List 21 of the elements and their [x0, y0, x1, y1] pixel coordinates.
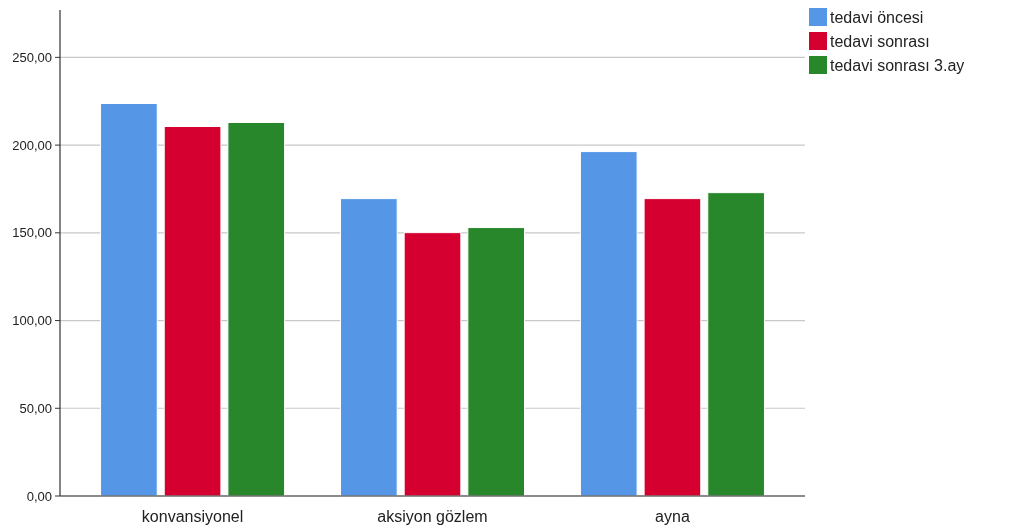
legend-label: tedavi öncesi — [830, 8, 924, 26]
y-tick-label: 250,00 — [12, 49, 52, 65]
legend-label: tedavi sonrası 3.ay — [830, 56, 965, 74]
x-tick-label: aksiyon gözlem — [377, 508, 488, 525]
bar — [643, 198, 702, 497]
bar — [100, 103, 158, 497]
y-tick-label: 150,00 — [12, 225, 52, 241]
bar — [467, 227, 526, 497]
legend-label: tedavi sonrası — [830, 32, 930, 50]
y-tick-label: 200,00 — [12, 137, 52, 153]
bar — [163, 126, 222, 497]
bar — [579, 151, 638, 497]
x-tick-label: konvansiyonel — [141, 508, 244, 525]
bar — [707, 192, 765, 497]
y-tick-label: 100,00 — [12, 313, 52, 329]
y-tick-label: 50,00 — [19, 400, 52, 416]
x-tick-label: ayna — [655, 508, 690, 525]
bar — [227, 121, 286, 497]
y-tick-label: 0,00 — [26, 488, 52, 504]
bar — [403, 232, 462, 497]
bar — [339, 198, 398, 497]
